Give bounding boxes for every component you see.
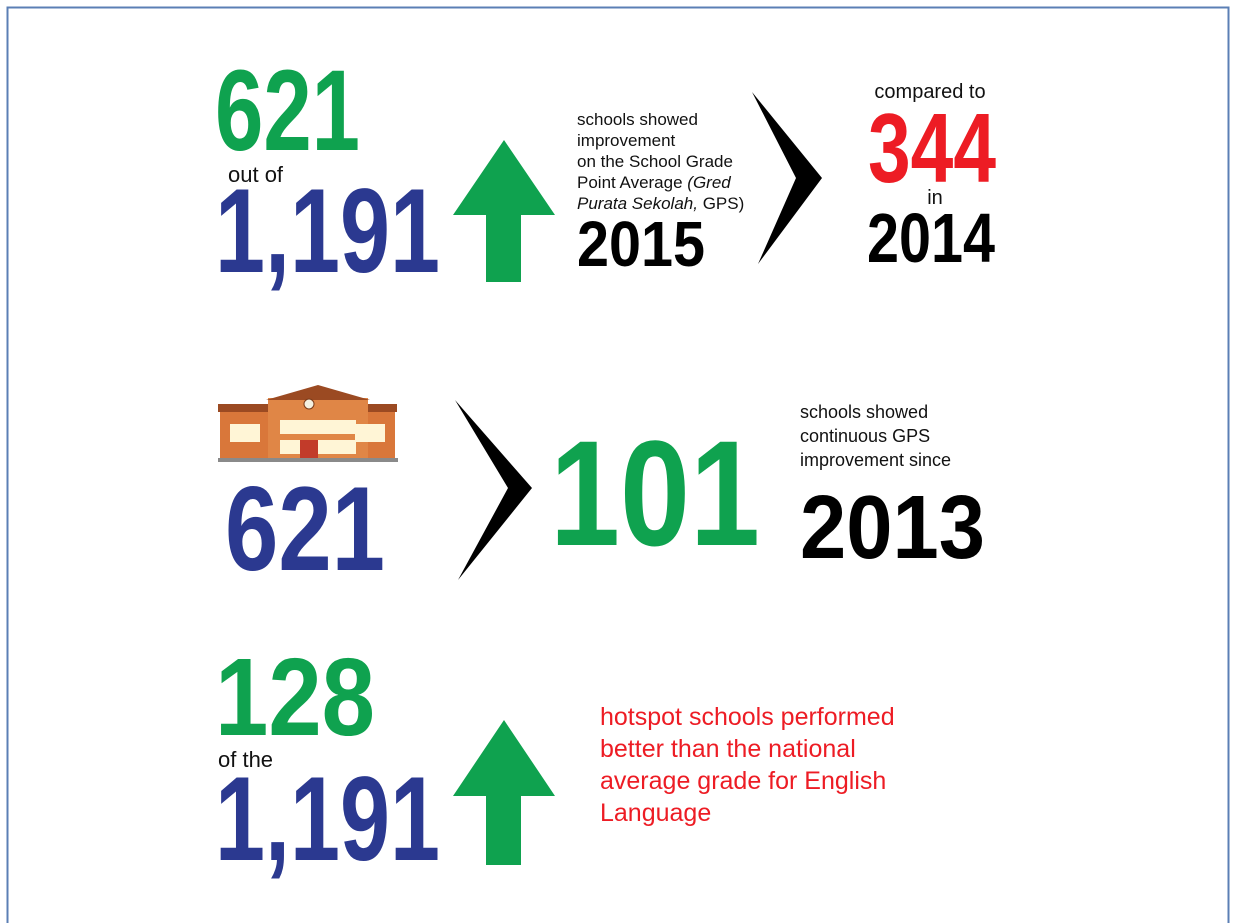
description: schools showed — [800, 402, 928, 422]
text: GPS) — [703, 194, 745, 213]
frame — [6, 6, 1230, 923]
comparison-count: 344 — [868, 93, 996, 203]
description: average grade for English — [600, 767, 886, 795]
chevron — [752, 92, 822, 264]
description: improvement — [577, 131, 676, 150]
description: schools showed — [577, 110, 698, 129]
count: 621 — [215, 47, 360, 175]
year: 2015 — [577, 208, 705, 280]
school-icon — [218, 385, 398, 462]
chevron — [455, 400, 532, 580]
text: Point Average — [577, 173, 683, 192]
comparison-connector: in — [927, 187, 943, 209]
comparison-year: 2014 — [867, 199, 995, 277]
up-arrow — [453, 720, 555, 865]
description: continuous GPS — [800, 426, 930, 446]
description: improvement since — [800, 450, 951, 470]
count: 621 — [225, 462, 385, 596]
description: on the School Grade — [577, 152, 733, 171]
highlight: 101 — [550, 409, 760, 577]
description: hotspot schools performed — [600, 703, 895, 731]
text: (Gred — [687, 173, 731, 192]
connector: of the — [218, 747, 273, 772]
total: 1,191 — [215, 752, 440, 886]
year: 2013 — [800, 478, 985, 578]
connector: out of — [228, 162, 284, 187]
description: Point Average (Gred — [577, 173, 731, 192]
count: 128 — [215, 636, 375, 759]
description: Purata Sekolah, GPS) — [577, 194, 744, 213]
total: 1,191 — [215, 164, 440, 298]
description: Language — [600, 799, 711, 827]
description: better than the national — [600, 735, 856, 763]
text: Purata Sekolah, — [577, 194, 698, 213]
comparison-prefix: compared to — [874, 81, 985, 103]
up-arrow — [453, 140, 555, 282]
